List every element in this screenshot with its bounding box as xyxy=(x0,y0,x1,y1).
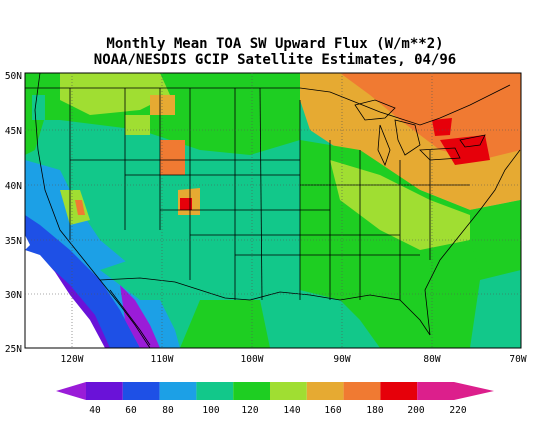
lat-label: 50N xyxy=(5,71,22,82)
colorbar-swatch xyxy=(233,382,270,400)
colorbar-swatch xyxy=(196,382,234,400)
colorbar-swatch xyxy=(306,382,344,400)
colorbar-label: 80 xyxy=(162,405,174,416)
lat-label: 25N xyxy=(5,344,22,355)
lon-ticks: 120W 110W 100W 90W 80W 70W xyxy=(61,354,527,365)
lat-label: 45N xyxy=(5,126,22,137)
colorbar-label: 40 xyxy=(89,405,101,416)
colorbar-labels: 40 60 80 100 120 140 160 180 200 220 xyxy=(89,405,467,416)
colorbar-label: 220 xyxy=(449,405,466,416)
lon-label: 70W xyxy=(509,354,526,365)
boundaries xyxy=(25,73,521,348)
map-frame xyxy=(24,72,522,349)
colorbar-swatch xyxy=(86,382,123,400)
colorbar-swatch xyxy=(417,382,454,400)
map-title: Monthly Mean TOA SW Upward Flux (W/m**2) xyxy=(106,36,444,52)
lon-label: 110W xyxy=(151,354,174,365)
colorbar-label: 140 xyxy=(283,405,300,416)
colorbar-arrow-right xyxy=(454,382,494,400)
lon-label: 90W xyxy=(333,354,350,365)
colorbar-swatch xyxy=(122,382,160,400)
colorbar-arrow-left xyxy=(56,382,86,400)
colorbar-swatch xyxy=(343,382,381,400)
lon-label: 100W xyxy=(241,354,264,365)
colorbar-swatch xyxy=(159,382,197,400)
colorbar-label: 200 xyxy=(407,405,424,416)
lat-label: 35N xyxy=(5,236,22,247)
colorbar-swatch xyxy=(270,382,307,400)
lat-label: 30N xyxy=(5,290,22,301)
lon-label: 120W xyxy=(61,354,84,365)
map-subtitle: NOAA/NESDIS GCIP Satellite Estimates, 04… xyxy=(93,52,457,68)
colorbar-label: 120 xyxy=(241,405,258,416)
colorbar-label: 160 xyxy=(324,405,341,416)
lon-label: 80W xyxy=(423,354,440,365)
flux-field xyxy=(25,73,521,348)
colorbar-label: 180 xyxy=(366,405,383,416)
colorbar-label: 100 xyxy=(202,405,219,416)
grid-lines xyxy=(25,73,521,348)
colorbar xyxy=(56,382,494,400)
colorbar-label: 60 xyxy=(125,405,137,416)
colorbar-swatch xyxy=(380,382,418,400)
lat-ticks: 50N 45N 40N 35N 30N 25N xyxy=(5,71,22,355)
lat-label: 40N xyxy=(5,181,22,192)
